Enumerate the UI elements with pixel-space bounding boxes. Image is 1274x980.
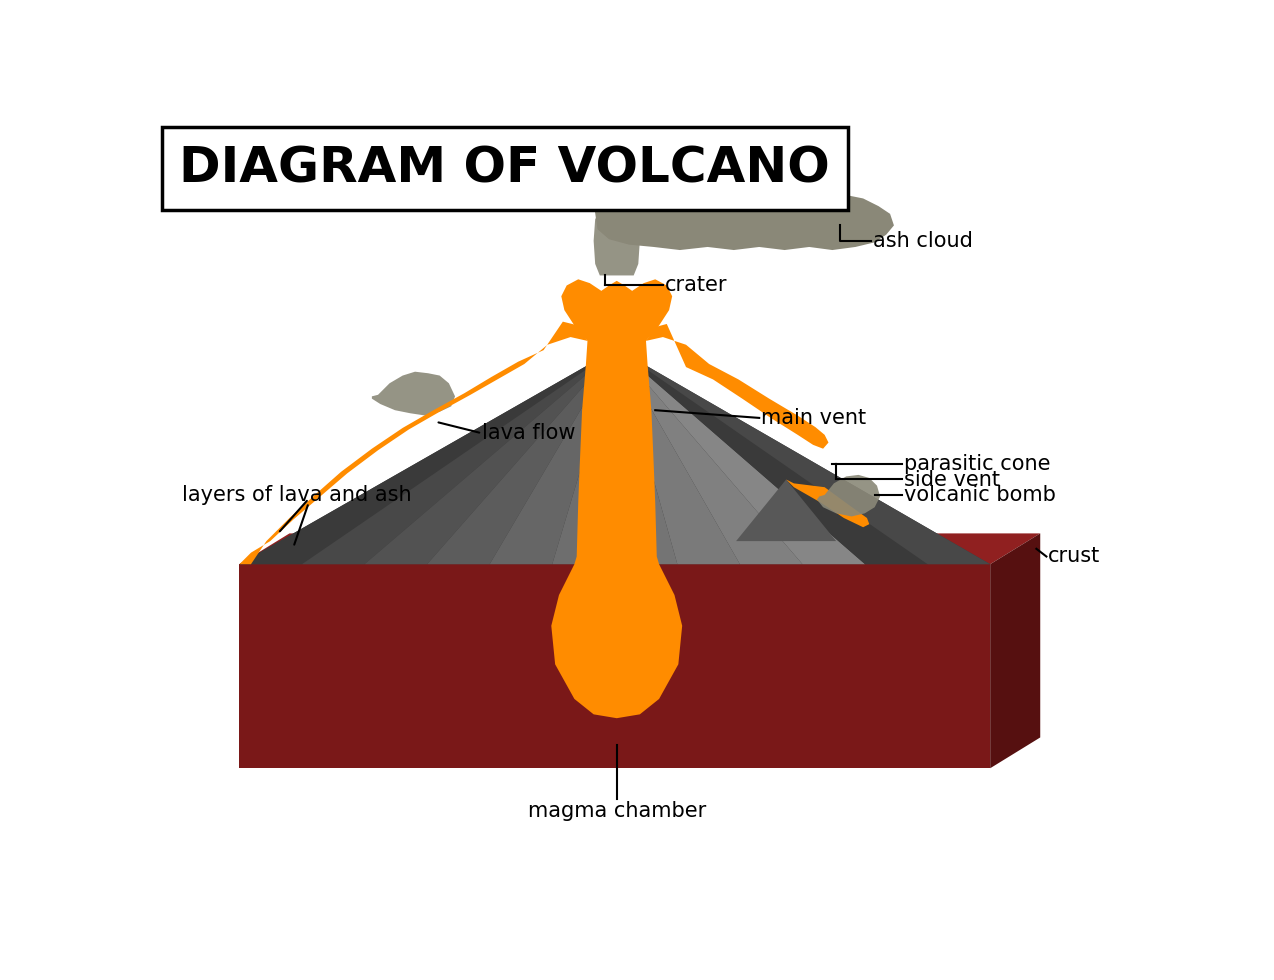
Text: main vent: main vent <box>762 408 866 428</box>
Polygon shape <box>240 349 990 564</box>
Polygon shape <box>617 349 865 564</box>
Polygon shape <box>617 349 927 564</box>
Polygon shape <box>617 349 803 564</box>
Polygon shape <box>562 279 673 355</box>
Polygon shape <box>552 341 682 718</box>
Text: crater: crater <box>665 275 727 295</box>
Polygon shape <box>364 349 617 564</box>
Polygon shape <box>817 475 880 516</box>
Text: ash cloud: ash cloud <box>873 231 973 251</box>
Text: DIAGRAM OF VOLCANO: DIAGRAM OF VOLCANO <box>180 144 831 192</box>
Polygon shape <box>552 349 617 564</box>
Polygon shape <box>302 349 617 564</box>
Polygon shape <box>617 349 740 564</box>
Polygon shape <box>990 533 1041 768</box>
Polygon shape <box>782 475 869 527</box>
Polygon shape <box>427 349 617 564</box>
Text: side vent: side vent <box>905 469 1000 489</box>
Polygon shape <box>617 349 990 564</box>
Polygon shape <box>489 349 617 564</box>
Polygon shape <box>736 479 836 541</box>
Polygon shape <box>594 190 894 250</box>
Polygon shape <box>240 321 587 564</box>
Polygon shape <box>240 533 1041 564</box>
Polygon shape <box>594 201 640 275</box>
Polygon shape <box>615 349 678 564</box>
Polygon shape <box>240 564 990 768</box>
Text: crust: crust <box>1049 547 1101 566</box>
Text: lava flow: lava flow <box>482 423 576 443</box>
Text: layers of lava and ash: layers of lava and ash <box>182 485 412 505</box>
Polygon shape <box>240 349 617 564</box>
Text: volcanic bomb: volcanic bomb <box>905 485 1056 505</box>
Text: parasitic cone: parasitic cone <box>905 454 1051 474</box>
Polygon shape <box>646 324 828 449</box>
Text: magma chamber: magma chamber <box>527 802 706 821</box>
Polygon shape <box>372 371 455 416</box>
